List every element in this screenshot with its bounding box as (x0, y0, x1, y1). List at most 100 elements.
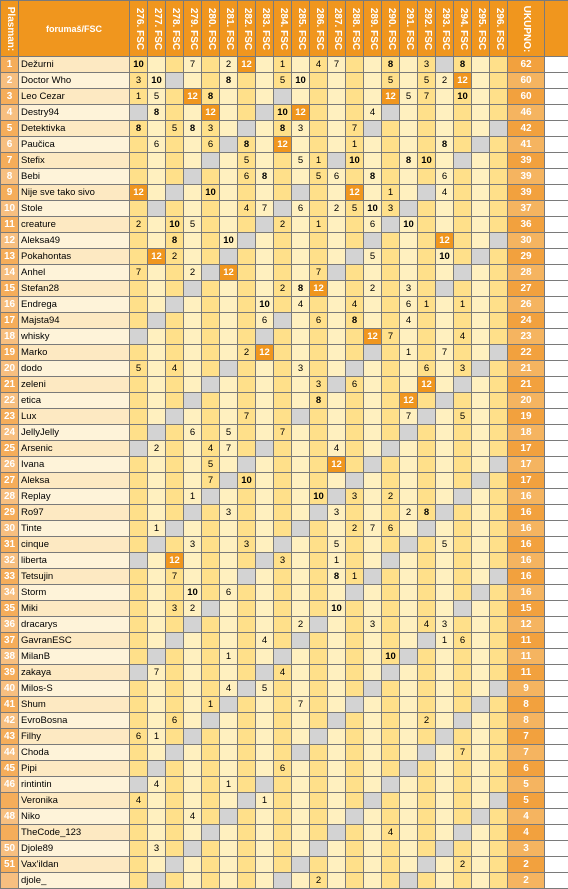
score-cell (472, 745, 490, 761)
score-cell (292, 505, 310, 521)
score-cell (310, 457, 328, 473)
score-cell (490, 585, 508, 601)
score-cell (274, 809, 292, 825)
score-cell (436, 153, 454, 169)
score-cell (382, 281, 400, 297)
score-cell (346, 329, 364, 345)
score-cell (418, 313, 436, 329)
score-cell: 2 (310, 873, 328, 889)
score-cell (238, 649, 256, 665)
name-cell: Shum (19, 697, 130, 713)
score-cell: 5 (328, 537, 346, 553)
score-cell (328, 409, 346, 425)
column-header: 294. FSC (454, 1, 472, 57)
total-cell: 11 (508, 665, 545, 681)
score-cell (184, 137, 202, 153)
score-cell: 1 (346, 569, 364, 585)
score-cell (202, 713, 220, 729)
spacer (545, 233, 568, 249)
score-cell: 5 (382, 73, 400, 89)
score-cell (148, 873, 166, 889)
score-cell (166, 89, 184, 105)
score-cell (454, 601, 472, 617)
total-cell: 4 (508, 809, 545, 825)
score-cell (292, 249, 310, 265)
score-cell (148, 233, 166, 249)
score-cell (400, 73, 418, 89)
name-cell: djole_ (19, 873, 130, 889)
score-cell (346, 233, 364, 249)
score-cell (364, 393, 382, 409)
score-cell (382, 121, 400, 137)
score-cell (148, 217, 166, 233)
score-cell (148, 153, 166, 169)
score-cell (490, 537, 508, 553)
score-cell (346, 265, 364, 281)
score-cell (148, 489, 166, 505)
rank-cell: 5 (1, 121, 19, 137)
score-cell (274, 857, 292, 873)
spacer (545, 425, 568, 441)
score-cell (220, 361, 238, 377)
score-cell (220, 601, 238, 617)
score-cell (490, 297, 508, 313)
spacer (545, 505, 568, 521)
score-cell (256, 57, 274, 73)
total-cell: 5 (508, 777, 545, 793)
score-cell (418, 585, 436, 601)
score-cell (364, 489, 382, 505)
spacer (545, 121, 568, 137)
score-cell (472, 809, 490, 825)
score-cell (256, 649, 274, 665)
total-cell: 60 (508, 89, 545, 105)
score-cell: 1 (148, 521, 166, 537)
spacer (545, 137, 568, 153)
spacer (545, 857, 568, 873)
score-cell (472, 441, 490, 457)
score-cell (166, 281, 184, 297)
score-cell (418, 569, 436, 585)
score-cell (400, 857, 418, 873)
score-cell: 1 (346, 137, 364, 153)
spacer (545, 569, 568, 585)
score-cell (436, 793, 454, 809)
score-cell (454, 569, 472, 585)
score-cell (472, 153, 490, 169)
score-cell: 12 (382, 89, 400, 105)
score-cell (490, 121, 508, 137)
score-cell (346, 761, 364, 777)
score-cell (400, 729, 418, 745)
score-cell (310, 825, 328, 841)
score-cell: 5 (346, 201, 364, 217)
name-cell: Stole (19, 201, 130, 217)
score-cell (454, 393, 472, 409)
score-cell: 6 (238, 169, 256, 185)
score-cell: 6 (274, 761, 292, 777)
score-cell: 7 (382, 329, 400, 345)
total-cell: 16 (508, 489, 545, 505)
score-cell (166, 777, 184, 793)
score-cell (346, 473, 364, 489)
score-cell (454, 137, 472, 153)
score-cell: 4 (166, 361, 184, 377)
score-cell (310, 297, 328, 313)
score-cell: 8 (274, 121, 292, 137)
score-cell (382, 137, 400, 153)
score-cell (256, 329, 274, 345)
score-cell: 10 (310, 489, 328, 505)
column-header: 293. FSC (436, 1, 454, 57)
score-cell (436, 713, 454, 729)
score-cell (472, 521, 490, 537)
score-cell (184, 825, 202, 841)
total-cell: 29 (508, 249, 545, 265)
score-cell (364, 377, 382, 393)
score-cell (472, 761, 490, 777)
score-cell (328, 665, 346, 681)
score-cell (436, 297, 454, 313)
score-cell (220, 633, 238, 649)
score-cell (184, 505, 202, 521)
spacer (545, 729, 568, 745)
